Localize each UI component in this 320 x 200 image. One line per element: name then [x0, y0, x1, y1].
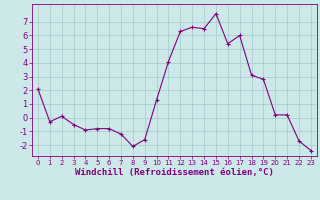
X-axis label: Windchill (Refroidissement éolien,°C): Windchill (Refroidissement éolien,°C) — [75, 168, 274, 177]
